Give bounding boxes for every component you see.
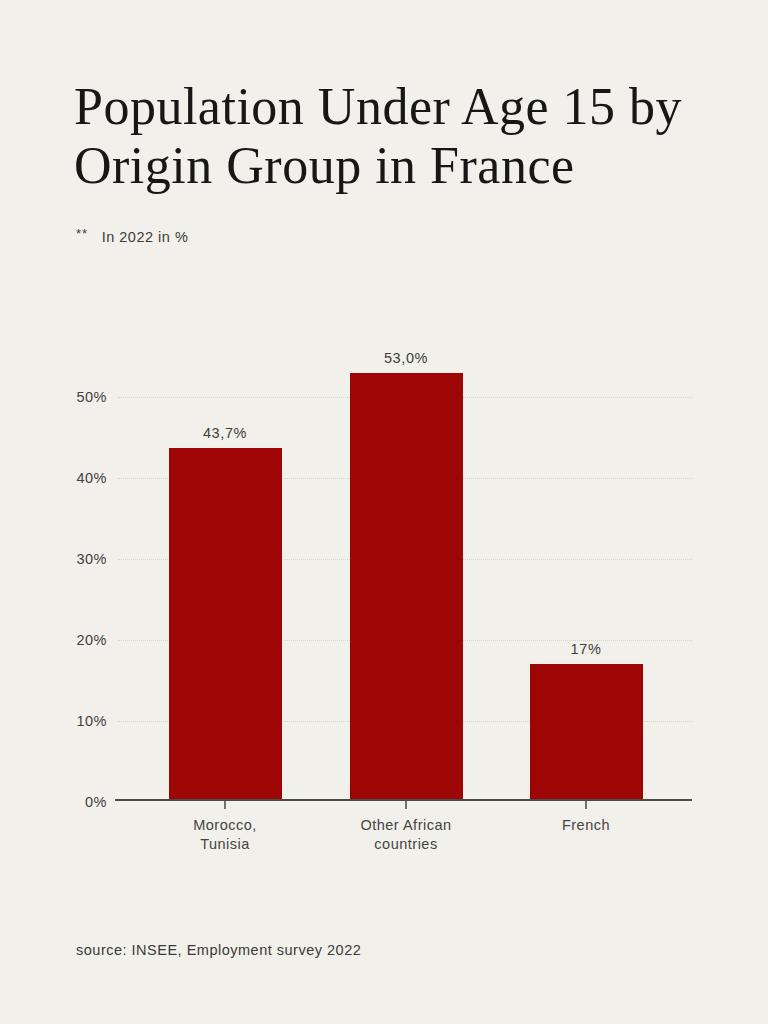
x-axis-category-label: Morocco, Tunisia <box>130 816 320 853</box>
x-axis-line <box>115 799 692 801</box>
bar-3 <box>530 664 643 799</box>
source-text: source: INSEE, Employment survey 2022 <box>76 942 361 958</box>
bar-value-label: 17% <box>526 639 646 660</box>
x-axis-category-label: Other African countries <box>311 816 501 853</box>
bar-value-label: 43,7% <box>165 423 285 444</box>
y-axis-tick-label: 50% <box>37 387 107 408</box>
x-axis-category-label: French <box>491 816 681 835</box>
infographic-canvas: Population Under Age 15 by Origin Group … <box>0 0 768 1024</box>
bar-1 <box>169 448 282 799</box>
bar-value-label: 53,0% <box>346 348 466 369</box>
x-axis-tick <box>405 801 407 809</box>
x-axis-tick <box>224 801 226 809</box>
y-axis-tick-label: 20% <box>37 630 107 651</box>
y-axis-tick-label: 0% <box>37 792 107 813</box>
x-axis-tick <box>585 801 587 809</box>
y-axis-tick-label: 10% <box>37 711 107 732</box>
bar-chart: 0% 10% 20% 30% 40% 50% 43,7% Morocco, Tunisia 53… <box>0 0 768 1024</box>
bar-2 <box>350 373 463 799</box>
y-axis-tick-label: 40% <box>37 468 107 489</box>
y-axis-tick-label: 30% <box>37 549 107 570</box>
